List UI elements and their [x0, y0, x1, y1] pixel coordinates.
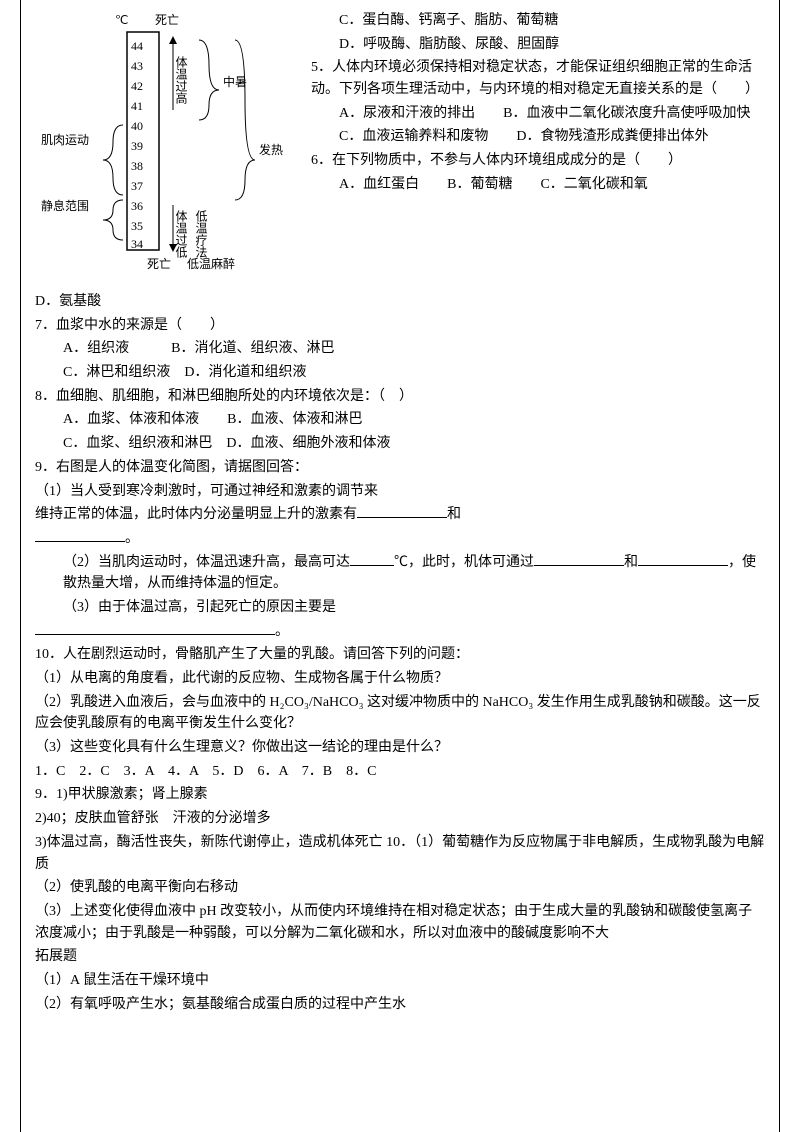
- q9-s2c-text: 和: [624, 555, 638, 570]
- q9-s3a: （3）由于体温过高，引起死亡的原因主要是: [35, 597, 765, 619]
- q5-c: C．血液运输养料和废物: [339, 129, 488, 144]
- death-top-label: 死亡: [155, 13, 179, 27]
- q6-d: D．氨基酸: [35, 291, 765, 313]
- hyper-label: 体温过高: [174, 56, 188, 105]
- q5-a: A．尿液和汗液的排出: [339, 106, 475, 121]
- muscle-label: 肌肉运动: [41, 133, 89, 147]
- hypo-label: 体温过低: [174, 210, 188, 259]
- cold-therapy-label: 低温疗法: [194, 210, 208, 258]
- brace-heatstroke: [199, 40, 219, 120]
- svg-text:44: 44: [131, 39, 143, 53]
- q7-row2: C．淋巴和组织液 D．消化道和组织液: [35, 362, 765, 384]
- q9-s3b-text: 。: [275, 624, 289, 639]
- q6-a: A．血红蛋白: [339, 177, 419, 192]
- q8-d: D．血液、细胞外液和体液: [226, 436, 390, 451]
- rest-label: 静息范围: [41, 198, 89, 213]
- scale-group: 44 43 42 41 40 39 38 37 36 35 34: [131, 39, 143, 251]
- blank-4: [534, 552, 624, 566]
- q5-stem: 5．人体内环境必须保持相对稳定状态，才能保证组织细胞正常的生命活动。下列各项生理…: [311, 57, 765, 100]
- q6-row: A．血红蛋白 B．葡萄糖 C．二氧化碳和氧: [311, 174, 765, 196]
- q5-row2: C．血液运输养料和废物 D．食物残渣形成粪便排出体外: [311, 126, 765, 148]
- blank-2: [35, 528, 125, 542]
- page-frame: ℃ 死亡 44 43 42 41 40 39 38 37 36 35 34: [20, 0, 780, 1132]
- q4-option-d: D．呼吸酶、脂肪酸、尿酸、胆固醇: [311, 34, 765, 56]
- q7-c: C．淋巴和组织液: [63, 365, 170, 380]
- q9-s1c-text: 和: [447, 507, 461, 522]
- temperature-diagram: ℃ 死亡 44 43 42 41 40 39 38 37 36 35 34: [35, 10, 295, 285]
- blank-1: [357, 505, 447, 519]
- answer-9-3: 3)体温过高，酶活性丧失，新陈代谢停止，造成机体死亡 10．（1）葡萄糖作为反应…: [35, 832, 765, 875]
- q9-s1b-text: 维持正常的体温，此时体内分泌量明显上升的激素有: [35, 507, 357, 522]
- svg-text:41: 41: [131, 99, 143, 113]
- answer-9-2: 2)40；皮肤血管舒张 汗液的分泌增多: [35, 808, 765, 830]
- q8-c: C．血浆、组织液和淋巴: [63, 436, 212, 451]
- svg-text:40: 40: [131, 119, 143, 133]
- q5-b: B．血液中二氧化碳浓度升高使呼吸加快: [503, 106, 750, 121]
- q9-s2: （2）当肌肉运动时，体温迅速升高，最高可达℃，此时，机体可通过和，使散热量大增，…: [35, 552, 765, 595]
- svg-text:43: 43: [131, 59, 143, 73]
- q9-s1d-text: 。: [125, 531, 139, 546]
- blank-5: [638, 552, 728, 566]
- q9-s1b: 维持正常的体温，此时体内分泌量明显上升的激素有 和: [35, 504, 765, 526]
- q9-s1d-row: 。: [35, 528, 765, 550]
- answer-10-3: （3）上述变化使得血液中 pH 改变较小，从而使内环境维持在相对稳定状态；由于生…: [35, 901, 765, 944]
- q8-a: A．血浆、体液和体液: [63, 412, 199, 427]
- brace-fever: [235, 40, 255, 200]
- svg-text:35: 35: [131, 219, 143, 233]
- right-column-text: C．蛋白酶、钙离子、脂肪、葡萄糖 D．呼吸酶、脂肪酸、尿酸、胆固醇 5．人体内环…: [311, 10, 765, 285]
- q7-d: D．消化道和组织液: [184, 365, 306, 380]
- q8-b: B．血液、体液和淋巴: [227, 412, 362, 427]
- q7-stem: 7．血浆中水的来源是（ ）: [35, 315, 765, 337]
- svg-text:37: 37: [131, 179, 143, 193]
- svg-text:38: 38: [131, 159, 143, 173]
- brace-rest: [103, 200, 123, 240]
- q10-s1: （1）从电离的角度看，此代谢的反应物、生成物各属于什么物质？: [35, 668, 765, 690]
- q9-s1a: （1）当人受到寒冷刺激时，可通过神经和激素的调节来: [35, 481, 765, 503]
- answer-9-1: 9．1)甲状腺激素；肾上腺素: [35, 784, 765, 806]
- answers-line: 1．C 2．C 3．A 4．A 5．D 6．A 7．B 8．C: [35, 761, 765, 783]
- answer-10-2: （2）使乳酸的电离平衡向右移动: [35, 877, 765, 899]
- heatstroke-label: 中暑: [223, 74, 247, 89]
- blank-3: [350, 552, 394, 566]
- q7-b: B．消化道、组织液、淋巴: [171, 341, 334, 356]
- q5-row1: A．尿液和汗液的排出 B．血液中二氧化碳浓度升高使呼吸加快: [311, 103, 765, 125]
- q10-s2: （2）乳酸进入血液后，会与血液中的 H₂CO₃/NaHCO₃ 这对缓冲物质中的 …: [35, 692, 765, 735]
- q7-row1: A．组织液 B．消化道、组织液、淋巴: [35, 338, 765, 360]
- q9-stem: 9．右图是人的体温变化简图，请据图回答：: [35, 457, 765, 479]
- q9-s3b-row: 。: [35, 621, 765, 643]
- ext-2: （2）有氧呼吸产生水；氨基酸缩合成蛋白质的过程中产生水: [35, 994, 765, 1016]
- ext-title: 拓展题: [35, 946, 765, 968]
- top-section: ℃ 死亡 44 43 42 41 40 39 38 37 36 35 34: [35, 10, 765, 285]
- svg-text:42: 42: [131, 79, 143, 93]
- svg-text:39: 39: [131, 139, 143, 153]
- death-bottom-label: 死亡: [147, 257, 171, 271]
- q8-row1: A．血浆、体液和体液 B．血液、体液和淋巴: [35, 409, 765, 431]
- q6-c: C．二氧化碳和氧: [540, 177, 647, 192]
- q9-s2b-text: ℃，此时，机体可通过: [394, 555, 534, 570]
- q10-stem: 10．人在剧烈运动时，骨骼肌产生了大量的乳酸。请回答下列的问题：: [35, 644, 765, 666]
- q6-b: B．葡萄糖: [447, 177, 512, 192]
- q9-s2a-text: （2）当肌肉运动时，体温迅速升高，最高可达: [63, 555, 350, 570]
- q7-a: A．组织液: [63, 341, 129, 356]
- q4-option-c: C．蛋白酶、钙离子、脂肪、葡萄糖: [311, 10, 765, 32]
- blank-6: [35, 621, 275, 635]
- q8-stem: 8．血细胞、肌细胞，和淋巴细胞所处的内环境依次是：（ ）: [35, 386, 765, 408]
- anesthesia-label: 低温麻醉: [187, 256, 235, 271]
- thermometer-diagram-svg: ℃ 死亡 44 43 42 41 40 39 38 37 36 35 34: [35, 10, 295, 280]
- ext-1: （1）A 鼠生活在干燥环境中: [35, 970, 765, 992]
- q8-row2: C．血浆、组织液和淋巴 D．血液、细胞外液和体液: [35, 433, 765, 455]
- q10-s3: （3）这些变化具有什么生理意义？你做出这一结论的理由是什么？: [35, 737, 765, 759]
- brace-muscle: [103, 125, 123, 195]
- q5-d: D．食物残渣形成粪便排出体外: [516, 129, 708, 144]
- fever-label: 发热: [259, 142, 283, 157]
- svg-text:34: 34: [131, 237, 143, 251]
- q6-stem: 6．在下列物质中，不参与人体内环境组成成分的是（ ）: [311, 150, 765, 172]
- unit-label: ℃: [115, 13, 128, 27]
- svg-text:36: 36: [131, 199, 143, 213]
